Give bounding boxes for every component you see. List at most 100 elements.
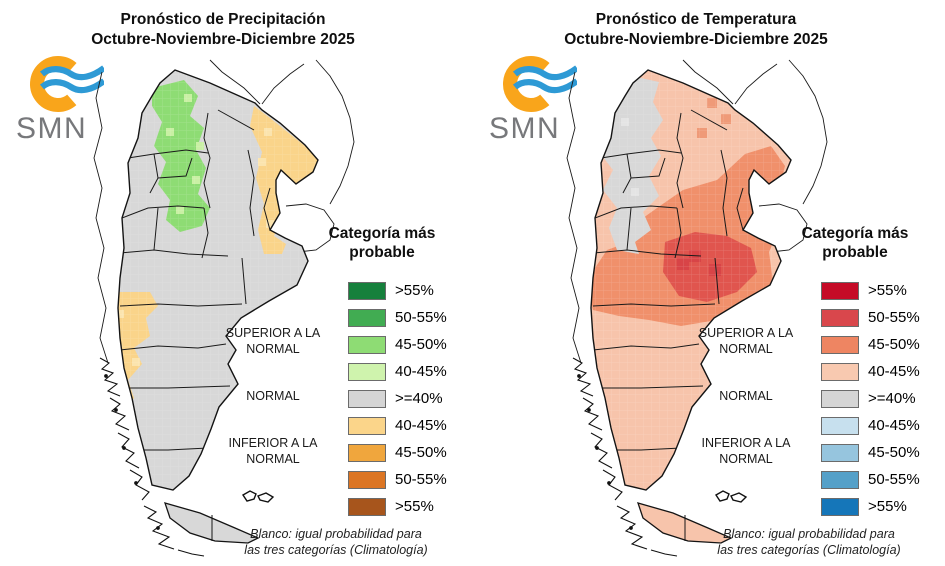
legend-item: >55% xyxy=(821,277,920,304)
chile-coastline xyxy=(93,71,109,364)
legend-label: 45-50% xyxy=(395,336,447,353)
legend-label: 50-55% xyxy=(395,471,447,488)
legend-swatch xyxy=(348,281,386,300)
legend-label: 40-45% xyxy=(395,417,447,434)
logo-wave-bottom xyxy=(39,78,104,94)
footnote-line1: Blanco: igual probabilidad para xyxy=(723,527,895,541)
legend-item: 45-50% xyxy=(821,331,920,358)
malvinas-islands xyxy=(715,490,748,503)
legend-label: 45-50% xyxy=(868,444,920,461)
paraguay-border xyxy=(682,59,734,105)
smn-logo-text: SMN xyxy=(16,112,88,145)
legend-swatch xyxy=(348,335,386,354)
legend-swatch xyxy=(821,308,859,327)
legend-item: 50-55% xyxy=(348,466,447,493)
legend-item: >55% xyxy=(821,493,920,520)
pixel-grid-overlay xyxy=(118,70,318,490)
legend-swatch xyxy=(348,470,386,489)
footnote-line2: las tres categorías (Climatología) xyxy=(244,543,428,558)
legend-label: 50-55% xyxy=(868,309,920,326)
category-label-above-normal: SUPERIOR A LA NORMAL xyxy=(698,326,794,356)
category-label-above-normal: SUPERIOR A LA NORMAL xyxy=(225,326,321,356)
panel-title-temperature: Pronóstico de Temperatura Octubre-Noviem… xyxy=(499,10,893,51)
brazil-coastline xyxy=(788,59,828,205)
logo-ring xyxy=(503,56,559,112)
pixel-grid-overlay xyxy=(591,70,791,490)
neighbor-outlines xyxy=(566,59,828,364)
logo-ring xyxy=(30,56,86,112)
legend-swatch xyxy=(821,470,859,489)
legend-label: >55% xyxy=(868,282,907,299)
legend-item: >=40% xyxy=(348,385,447,412)
legend-title-line2: probable xyxy=(349,244,415,262)
legend-item: >=40% xyxy=(821,385,920,412)
legend: >55% 50-55% 45-50% 40-45% >=40% 40-45% 4… xyxy=(821,277,920,520)
smn-logo-text: SMN xyxy=(489,112,561,145)
legend: >55% 50-55% 45-50% 40-45% >=40% 40-45% 4… xyxy=(348,277,447,520)
panel-temperature: Pronóstico de Temperatura Octubre-Noviem… xyxy=(473,0,945,566)
title-line2: Octubre-Noviembre-Diciembre 2025 xyxy=(91,31,355,49)
legend-label: 50-55% xyxy=(395,309,447,326)
legend-swatch xyxy=(348,416,386,435)
logo-wave-top xyxy=(39,65,104,81)
malvinas-islands xyxy=(242,490,275,503)
tierra-del-fuego xyxy=(163,502,260,544)
legend-swatch xyxy=(821,362,859,381)
legend-label: 40-45% xyxy=(868,417,920,434)
smn-logo-icon xyxy=(30,56,104,112)
legend-swatch xyxy=(821,443,859,462)
argentina-outline xyxy=(117,69,319,491)
legend-title-line2: probable xyxy=(822,244,888,262)
legend-swatch xyxy=(821,335,859,354)
category-label-normal: NORMAL xyxy=(719,389,773,403)
province-borders xyxy=(592,109,744,451)
title-line2: Octubre-Noviembre-Diciembre 2025 xyxy=(564,31,828,49)
legend-title: Categoría más probable xyxy=(318,224,446,263)
forecast-regions xyxy=(591,70,791,490)
legend-swatch xyxy=(348,362,386,381)
smn-logo: SMN xyxy=(489,55,579,144)
legend-item: >55% xyxy=(348,493,447,520)
uruguay-outline xyxy=(758,203,808,253)
legend-label: >=40% xyxy=(395,390,443,407)
legend-item: 40-45% xyxy=(821,412,920,439)
argentina-map-precipitation xyxy=(93,59,355,557)
category-label-below-normal: INFERIOR A LA NORMAL xyxy=(228,436,318,466)
legend-item: 50-55% xyxy=(348,304,447,331)
logo-wave-top xyxy=(512,65,577,81)
chile-fjords xyxy=(99,357,205,557)
title-line1: Pronóstico de Temperatura xyxy=(595,11,797,28)
legend-item: 45-50% xyxy=(348,331,447,358)
footnote-line2: las tres categorías (Climatología) xyxy=(717,543,901,558)
category-label-normal: NORMAL xyxy=(246,389,300,403)
chile-fjords xyxy=(572,357,678,557)
legend-item: 45-50% xyxy=(821,439,920,466)
legend-label: >55% xyxy=(868,498,907,515)
legend-label: 40-45% xyxy=(868,363,920,380)
footnote: Blanco: igual probabilidad para las tres… xyxy=(701,526,917,559)
legend-item: 50-55% xyxy=(821,466,920,493)
legend-label: 50-55% xyxy=(868,471,920,488)
uruguay-outline xyxy=(285,203,335,253)
paraguay-border xyxy=(209,59,261,105)
legend-label: 45-50% xyxy=(395,444,447,461)
legend-label: 45-50% xyxy=(868,336,920,353)
brazil-coastline xyxy=(315,59,355,205)
footnote-line1: Blanco: igual probabilidad para xyxy=(250,527,422,541)
legend-swatch xyxy=(348,443,386,462)
paraguay-border-east xyxy=(261,63,305,105)
legend-title-line1: Categoría más xyxy=(801,225,909,242)
legend-label: >55% xyxy=(395,498,434,515)
panel-title-precipitation: Pronóstico de Precipitación Octubre-Novi… xyxy=(26,10,420,51)
logo-wave-bottom xyxy=(512,78,577,94)
legend-swatch xyxy=(821,416,859,435)
legend-swatch xyxy=(348,389,386,408)
smn-logo-icon xyxy=(503,56,577,112)
chile-coastline xyxy=(566,71,582,364)
category-label-below-normal: INFERIOR A LA NORMAL xyxy=(701,436,791,466)
legend-title: Categoría más probable xyxy=(791,224,919,263)
legend-swatch xyxy=(821,281,859,300)
neighbor-outlines xyxy=(93,59,355,364)
legend-swatch xyxy=(821,389,859,408)
